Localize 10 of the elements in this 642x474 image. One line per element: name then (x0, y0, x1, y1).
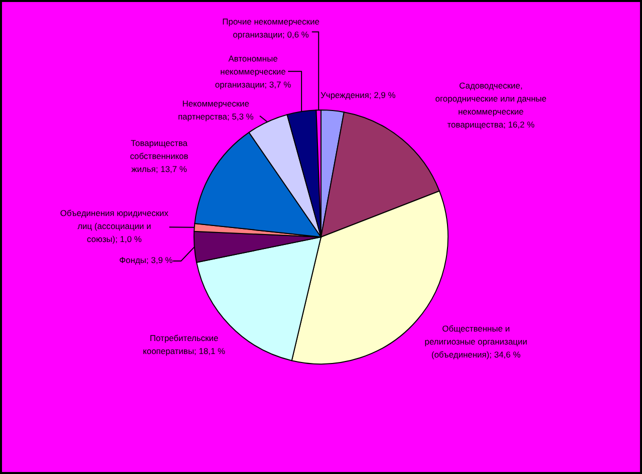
slice-label: Некоммерческие партнерства; 5,3 % (178, 98, 254, 122)
slice-label: Автономные некоммерческие организации; 3,7 % (215, 53, 292, 90)
slice-label: Учреждения; 2,9 % (320, 90, 396, 100)
slice-label: Общественные и религиозные организации (объединения); 34,6 % (424, 324, 528, 360)
slice-label: Объединения юридических лиц (ассоциации и союзы); 1,0 % (60, 208, 170, 244)
slice-label: Прочие некоммерческие организации; 0,6 % (222, 16, 320, 40)
slice-label: Фонды; 3,9 % (119, 255, 174, 266)
slice-label: Потребительские кооперативы; 18,1 % (142, 332, 226, 356)
slice-label: Товарищества собственников жилья; 13,7 % (130, 138, 189, 174)
slice-label: Садоводческие, огороднические или дачные некоммерческие товарищества; 16,2 % (435, 80, 547, 130)
